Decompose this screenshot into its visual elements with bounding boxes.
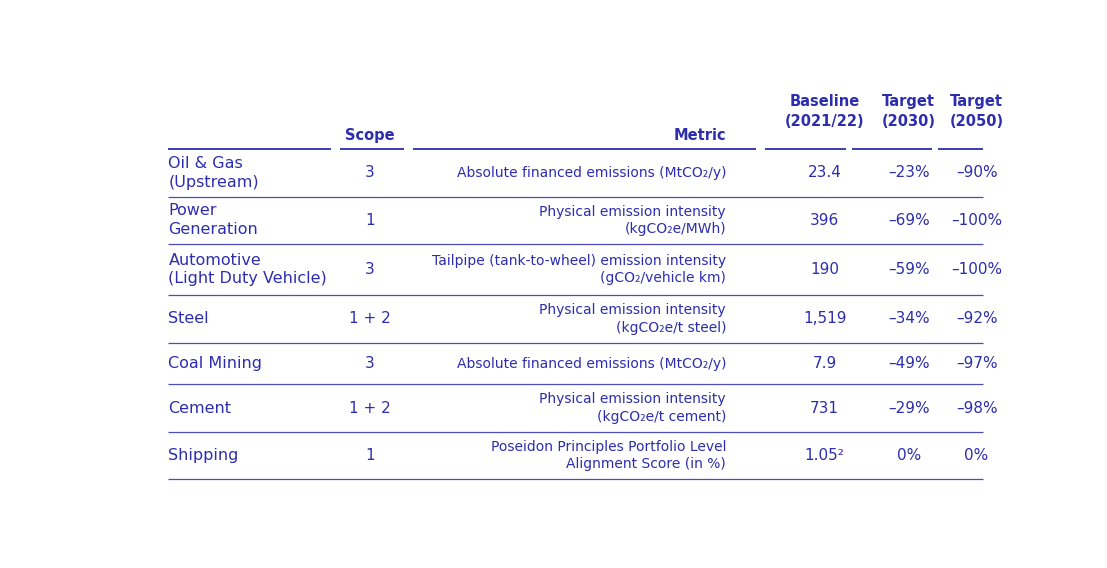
Text: Cement: Cement: [168, 400, 231, 416]
Text: 1,519: 1,519: [803, 311, 847, 327]
Text: 1 + 2: 1 + 2: [349, 400, 391, 416]
Text: 1: 1: [365, 448, 375, 463]
Text: 396: 396: [810, 213, 839, 228]
Text: 0%: 0%: [964, 448, 989, 463]
Text: –34%: –34%: [888, 311, 930, 327]
Text: 190: 190: [810, 262, 839, 277]
Text: Shipping: Shipping: [168, 448, 239, 463]
Text: Physical emission intensity
(kgCO₂e/t cement): Physical emission intensity (kgCO₂e/t ce…: [539, 392, 726, 424]
Text: –69%: –69%: [888, 213, 930, 228]
Text: Absolute financed emissions (MtCO₂/y): Absolute financed emissions (MtCO₂/y): [456, 166, 726, 180]
Text: Oil & Gas
(Upstream): Oil & Gas (Upstream): [168, 156, 259, 190]
Text: Tailpipe (tank-to-wheel) emission intensity
(gCO₂/vehicle km): Tailpipe (tank-to-wheel) emission intens…: [432, 254, 726, 285]
Text: Baseline
(2021/22): Baseline (2021/22): [785, 94, 865, 128]
Text: Coal Mining: Coal Mining: [168, 356, 262, 371]
Text: 1.05²: 1.05²: [805, 448, 845, 463]
Text: –29%: –29%: [888, 400, 930, 416]
Text: –49%: –49%: [888, 356, 930, 371]
Text: Scope: Scope: [345, 127, 395, 143]
Text: 7.9: 7.9: [813, 356, 837, 371]
Text: –59%: –59%: [888, 262, 930, 277]
Text: 3: 3: [365, 165, 375, 180]
Text: Metric: Metric: [673, 127, 726, 143]
Text: Poseidon Principles Portfolio Level
Alignment Score (in %): Poseidon Principles Portfolio Level Alig…: [490, 440, 726, 471]
Text: Target
(2030): Target (2030): [882, 94, 935, 128]
Text: 731: 731: [810, 400, 839, 416]
Text: Absolute financed emissions (MtCO₂/y): Absolute financed emissions (MtCO₂/y): [456, 357, 726, 370]
Text: –98%: –98%: [955, 400, 997, 416]
Text: 3: 3: [365, 356, 375, 371]
Text: 1: 1: [365, 213, 375, 228]
Text: –100%: –100%: [951, 213, 1002, 228]
Text: Target
(2050): Target (2050): [950, 94, 1004, 128]
Text: –90%: –90%: [955, 165, 997, 180]
Text: –97%: –97%: [955, 356, 997, 371]
Text: Power
Generation: Power Generation: [168, 203, 258, 237]
Text: 3: 3: [365, 262, 375, 277]
Text: Automotive
(Light Duty Vehicle): Automotive (Light Duty Vehicle): [168, 253, 328, 286]
Text: –23%: –23%: [888, 165, 930, 180]
Text: 0%: 0%: [897, 448, 921, 463]
Text: –92%: –92%: [955, 311, 997, 327]
Text: 23.4: 23.4: [808, 165, 841, 180]
Text: Steel: Steel: [168, 311, 209, 327]
Text: –100%: –100%: [951, 262, 1002, 277]
Text: 1 + 2: 1 + 2: [349, 311, 391, 327]
Text: Physical emission intensity
(kgCO₂e/t steel): Physical emission intensity (kgCO₂e/t st…: [539, 303, 726, 335]
Text: Physical emission intensity
(kgCO₂e/MWh): Physical emission intensity (kgCO₂e/MWh): [539, 204, 726, 236]
